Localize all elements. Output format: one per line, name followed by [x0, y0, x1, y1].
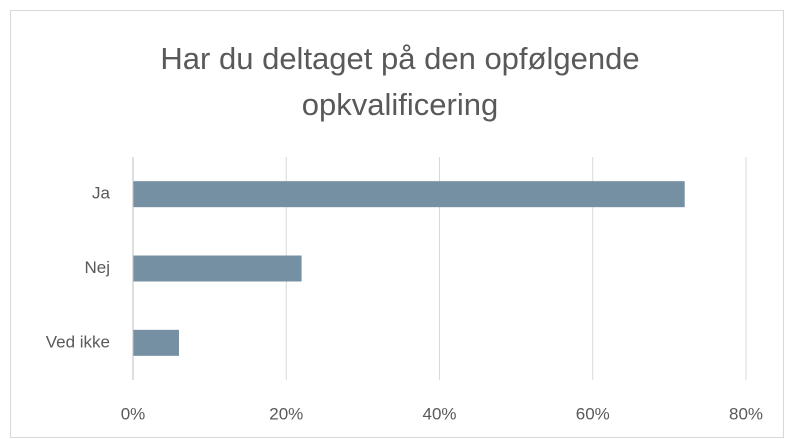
x-tick-label: 60%	[576, 404, 610, 423]
x-tick-label: 40%	[422, 404, 456, 423]
chart-frame	[10, 10, 784, 438]
bar	[133, 181, 685, 208]
x-tick-label: 0%	[121, 404, 146, 423]
bar	[133, 255, 302, 282]
x-tick-label: 80%	[729, 404, 763, 423]
y-tick-label: Ja	[92, 184, 111, 203]
x-tick-label: 20%	[269, 404, 303, 423]
bar	[133, 329, 179, 356]
y-tick-label: Nej	[84, 258, 110, 277]
y-tick-label: Ved ikke	[46, 332, 110, 351]
chart-title: Har du deltaget på den opfølgende opkval…	[160, 41, 640, 122]
